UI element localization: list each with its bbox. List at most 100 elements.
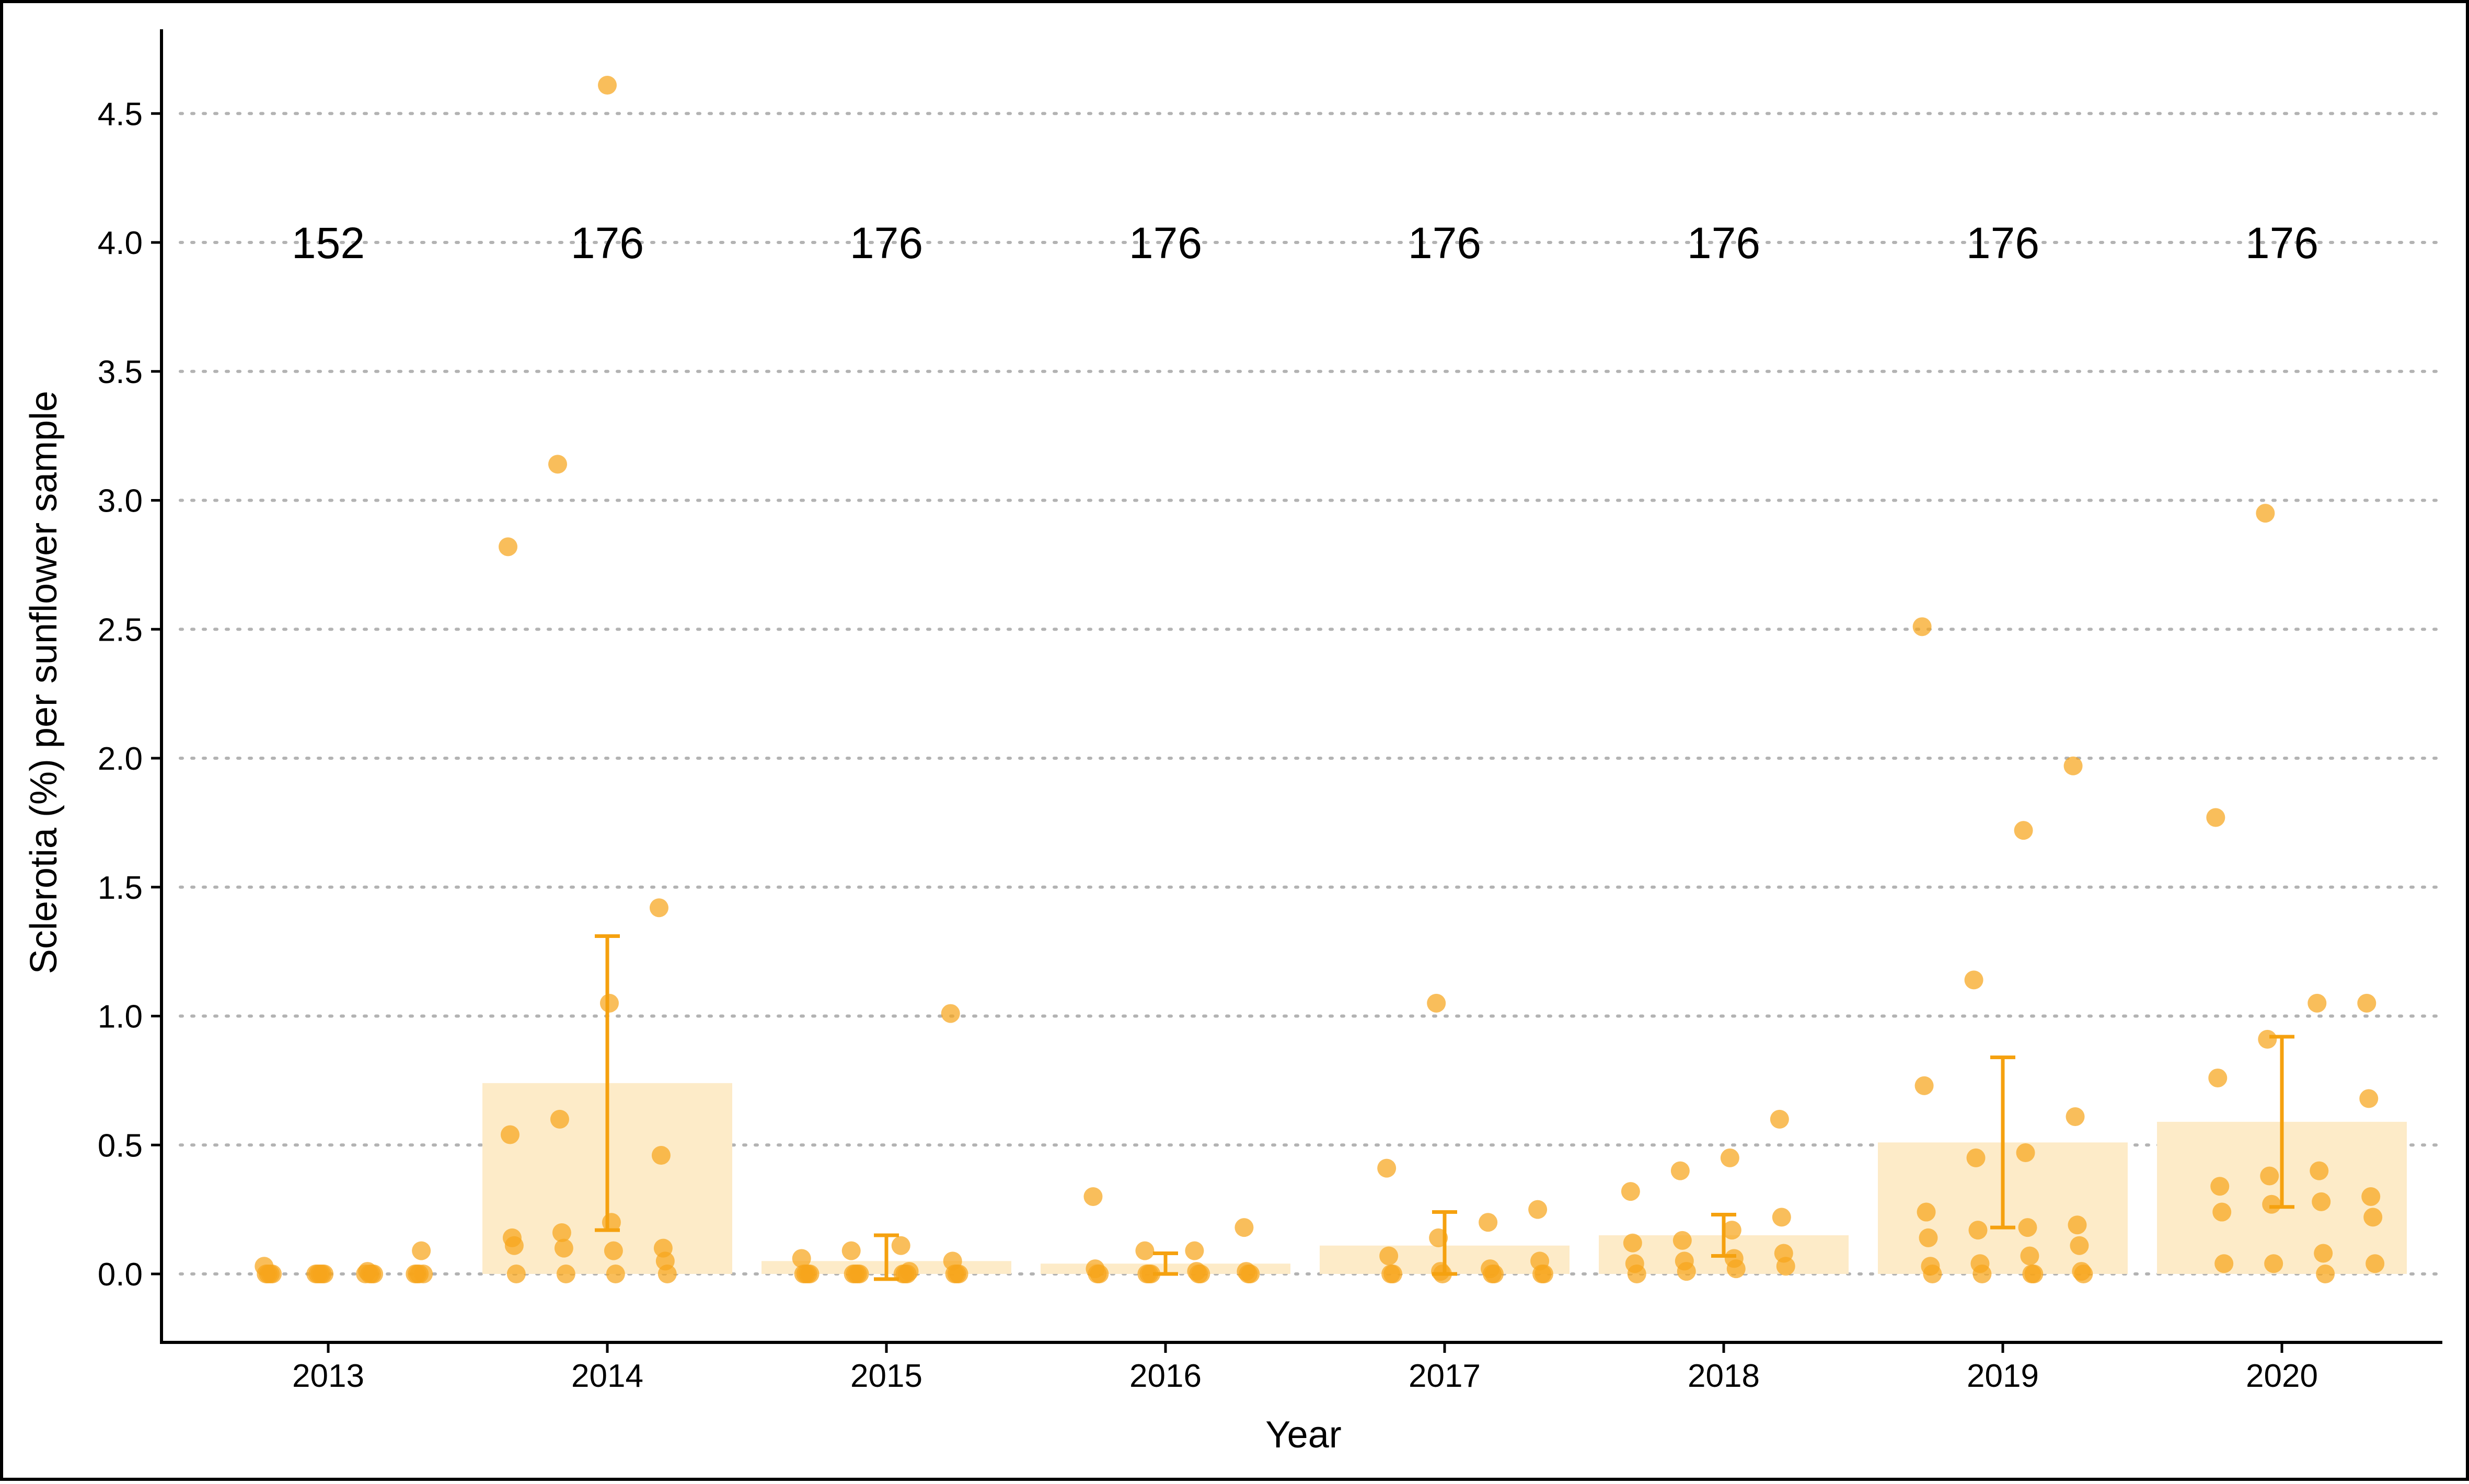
- data-point-2019: [1972, 1265, 1992, 1283]
- data-point-2020: [2316, 1265, 2335, 1283]
- data-point-2020: [2256, 504, 2275, 523]
- data-point-2019: [2070, 1236, 2089, 1255]
- data-point-2018: [1772, 1208, 1791, 1227]
- y-tick-label: 0.5: [98, 1128, 143, 1164]
- data-point-2020: [2262, 1195, 2281, 1214]
- data-point-2013: [364, 1265, 384, 1283]
- data-point-2014: [599, 993, 619, 1013]
- data-point-2018: [1627, 1265, 1646, 1283]
- data-point-2014: [506, 1265, 526, 1283]
- data-point-2014: [499, 537, 517, 556]
- data-point-2020: [2208, 1068, 2228, 1087]
- data-point-2020: [2366, 1254, 2385, 1273]
- sample-count-label: 176: [2245, 218, 2318, 268]
- errorbar-layer: [595, 934, 2294, 1281]
- data-point-2019: [1966, 1148, 1986, 1167]
- data-point-2019: [1914, 1076, 1934, 1095]
- errorbar-2015: [874, 1233, 899, 1281]
- data-point-2018: [1677, 1262, 1696, 1281]
- x-tick-label: 2017: [1409, 1358, 1481, 1394]
- x-tick-label: 2016: [1129, 1358, 1202, 1394]
- sample-count-label: 176: [1687, 218, 1760, 268]
- x-axis-title: Year: [1265, 1414, 1341, 1456]
- data-point-2018: [1672, 1231, 1692, 1250]
- data-point-2019: [2066, 1107, 2085, 1126]
- data-point-2013: [412, 1241, 431, 1260]
- data-point-2014: [552, 1223, 571, 1243]
- axis-layer: Year Sclerotia (%) per sunflower sample …: [23, 29, 2442, 1456]
- data-point-2019: [1917, 1202, 1936, 1222]
- data-point-2015: [891, 1236, 910, 1255]
- x-tick-label: 2018: [1688, 1358, 1760, 1394]
- data-point-2016: [1083, 1187, 1103, 1206]
- data-point-2020: [2363, 1208, 2383, 1227]
- grid-layer: [179, 112, 2439, 1276]
- data-point-2014: [651, 1145, 671, 1165]
- sample-count-label: 176: [1129, 218, 1202, 268]
- data-point-2016: [1090, 1265, 1109, 1283]
- data-point-2020: [2308, 993, 2327, 1013]
- errorbar-2014: [595, 934, 620, 1232]
- data-point-2017: [1528, 1200, 1548, 1219]
- data-point-2019: [1923, 1265, 1942, 1283]
- data-point-2020: [2206, 808, 2225, 827]
- errorbar-2016: [1153, 1251, 1178, 1276]
- data-point-2018: [1726, 1259, 1746, 1279]
- y-tick-label: 0.0: [98, 1257, 143, 1293]
- data-point-2020: [2357, 993, 2376, 1013]
- x-tick-label: 2020: [2246, 1358, 2318, 1394]
- data-point-2019: [1968, 1221, 1988, 1240]
- data-point-2019: [1964, 970, 1983, 990]
- data-point-2020: [2214, 1254, 2234, 1273]
- data-point-2019: [2024, 1265, 2044, 1283]
- data-point-2015: [792, 1249, 811, 1268]
- data-point-2014: [606, 1265, 625, 1283]
- data-point-2017: [1383, 1265, 1403, 1283]
- data-point-2015: [899, 1262, 919, 1281]
- data-point-2014: [554, 1238, 573, 1258]
- data-point-2018: [1770, 1109, 1789, 1129]
- x-tick-label: 2013: [292, 1358, 364, 1394]
- sample-count-label: 152: [292, 218, 365, 268]
- y-tick-label: 3.0: [98, 483, 143, 519]
- errorbar-2019: [1990, 1055, 2015, 1230]
- data-point-2015: [949, 1265, 968, 1283]
- data-point-2018: [1621, 1182, 1640, 1201]
- data-point-2018: [1776, 1257, 1795, 1276]
- errorbar-2018: [1711, 1212, 1736, 1258]
- data-point-2016: [1241, 1265, 1260, 1283]
- y-tick-label: 2.5: [98, 612, 143, 648]
- y-tick-label: 1.0: [98, 999, 143, 1035]
- data-point-2019: [1919, 1228, 1938, 1247]
- data-point-2013: [414, 1265, 433, 1283]
- data-point-2020: [2210, 1177, 2230, 1196]
- data-point-2020: [2361, 1187, 2381, 1206]
- data-point-2016: [1135, 1241, 1155, 1260]
- data-point-2018: [1720, 1148, 1739, 1167]
- sample-count-label: 176: [850, 218, 923, 268]
- y-tick-label: 4.5: [98, 96, 143, 132]
- data-point-2017: [1535, 1265, 1553, 1283]
- data-point-2019: [2074, 1265, 2093, 1283]
- data-point-2016: [1191, 1265, 1210, 1283]
- data-point-2020: [2260, 1166, 2279, 1186]
- data-point-2014: [550, 1109, 569, 1129]
- data-point-2018: [1670, 1161, 1690, 1180]
- data-point-2014: [604, 1241, 623, 1260]
- data-point-2013: [263, 1265, 282, 1283]
- data-point-2017: [1485, 1265, 1504, 1283]
- data-point-2017: [1427, 993, 1446, 1013]
- chart-svg: 152 176 176 176 176 176 176 176 Year Sclerotia …: [23, 29, 2442, 1456]
- data-point-2019: [2020, 1246, 2039, 1266]
- sample-count-label: 176: [1966, 218, 2039, 268]
- x-tick-label: 2015: [850, 1358, 922, 1394]
- data-point-2013: [315, 1265, 334, 1283]
- sample-count-label: 176: [571, 218, 644, 268]
- data-point-2020: [2212, 1202, 2232, 1222]
- data-point-2016: [1234, 1218, 1254, 1237]
- data-point-2019: [1912, 617, 1932, 636]
- data-point-2017: [1377, 1158, 1397, 1178]
- data-point-2020: [2310, 1161, 2329, 1180]
- sample-count-layer: 152 176 176 176 176 176 176 176: [292, 218, 2318, 268]
